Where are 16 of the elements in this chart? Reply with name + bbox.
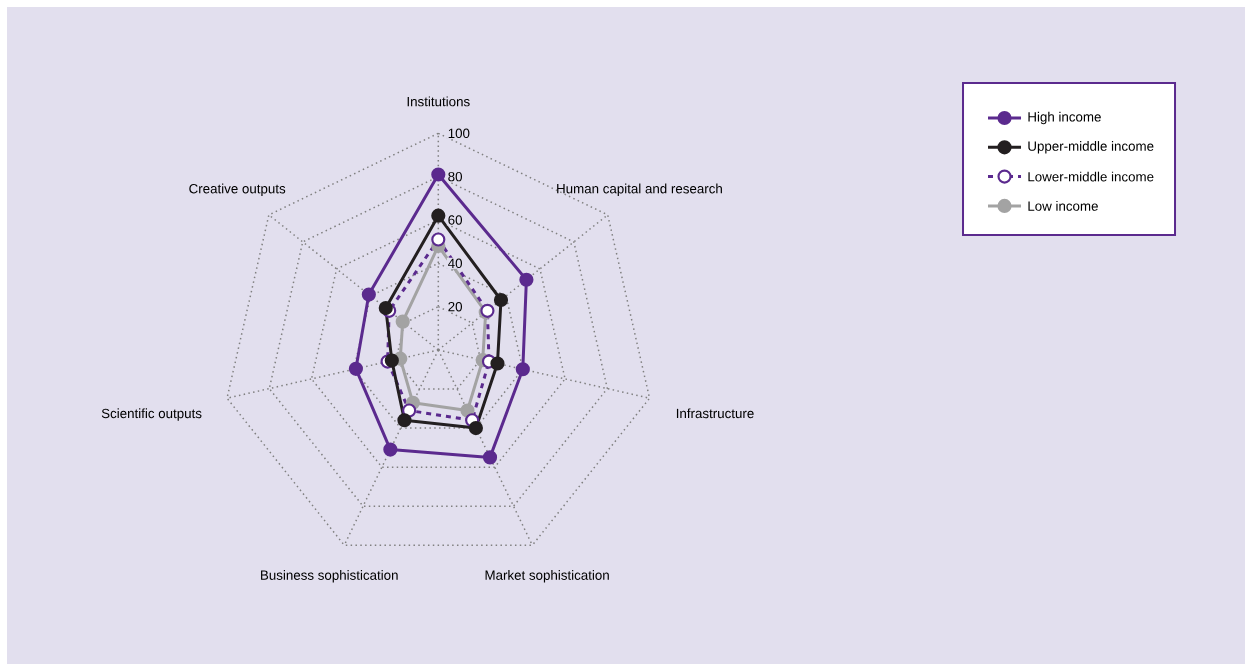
y-tick-label: 40 (448, 258, 463, 269)
y-tick-label: 60 (448, 215, 463, 225)
y-tick-label: 80 (448, 171, 463, 182)
spoke-label: Business sophistication (261, 570, 398, 583)
legend-label: Low income (1028, 200, 1098, 211)
legend-label: High income (1028, 111, 1101, 125)
y-tick-label: 100 (448, 128, 470, 139)
spoke-label: Human capital and research (557, 183, 722, 197)
y-tick-label: 20 (448, 301, 463, 312)
spoke-label: Market sophistication (485, 570, 609, 583)
spoke-label: Creative outputs (189, 183, 286, 197)
legend-label: Lower-middle income (1028, 171, 1154, 182)
spoke-label: Infrastructure (676, 408, 754, 419)
spoke-label: Scientific outputs (101, 408, 202, 421)
spoke-label: Institutions (407, 96, 470, 107)
legend-label: Upper-middle income (1028, 141, 1154, 154)
